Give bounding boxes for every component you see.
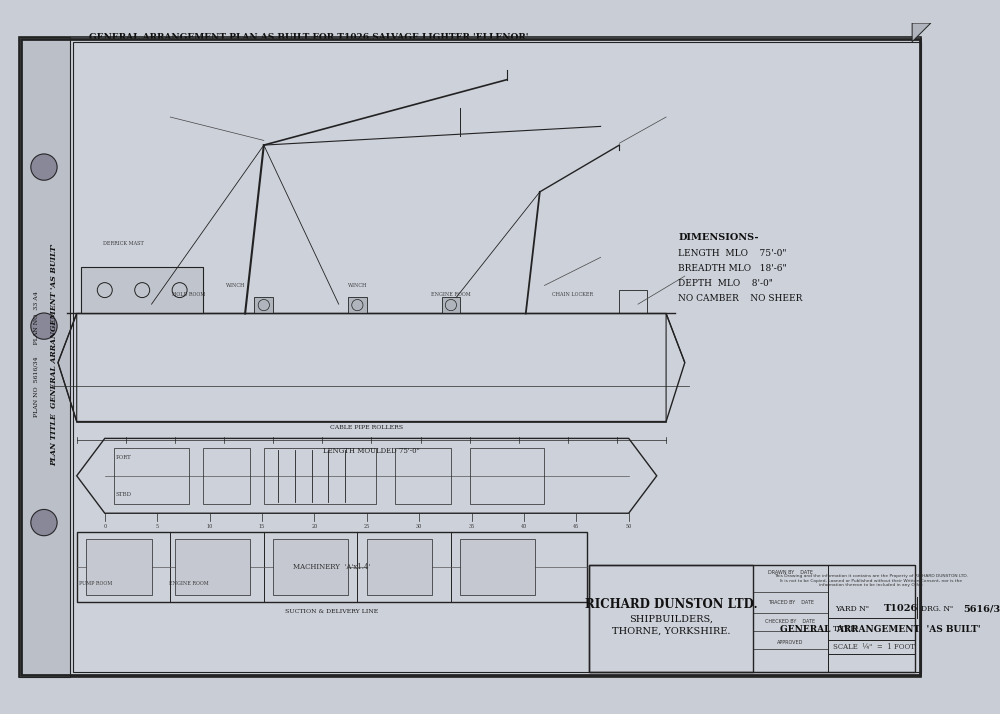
Text: TITLE-: TITLE- bbox=[833, 625, 859, 633]
Bar bbox=[589, 565, 753, 673]
Bar bbox=[203, 448, 250, 504]
Bar bbox=[273, 540, 348, 595]
Bar bbox=[114, 448, 189, 504]
Bar bbox=[395, 448, 451, 504]
Text: DRAWN BY    DATE: DRAWN BY DATE bbox=[768, 570, 813, 575]
Bar bbox=[442, 296, 460, 313]
Text: DRG. Nᵒ: DRG. Nᵒ bbox=[921, 605, 953, 613]
Bar bbox=[589, 565, 915, 673]
Circle shape bbox=[31, 313, 57, 339]
Bar bbox=[619, 290, 647, 313]
Text: RICHARD DUNSTON LTD.: RICHARD DUNSTON LTD. bbox=[585, 598, 758, 611]
Bar bbox=[828, 565, 915, 673]
Text: 15: 15 bbox=[259, 524, 265, 529]
Bar bbox=[470, 448, 544, 504]
Text: THORNE, YORKSHIRE.: THORNE, YORKSHIRE. bbox=[612, 627, 730, 635]
Text: DERRICK MAST: DERRICK MAST bbox=[103, 241, 144, 246]
Text: 5: 5 bbox=[156, 524, 159, 529]
Text: 25: 25 bbox=[364, 524, 370, 529]
Text: GENERAL  ARRANGEMENT  'AS BUILT': GENERAL ARRANGEMENT 'AS BUILT' bbox=[780, 625, 981, 634]
Text: PORT: PORT bbox=[116, 455, 131, 460]
Text: SUCTION & DELIVERY LINE: SUCTION & DELIVERY LINE bbox=[285, 609, 378, 614]
Text: PLAN NO  5616/34      PLAN NO  33 A4: PLAN NO 5616/34 PLAN NO 33 A4 bbox=[33, 291, 38, 417]
Text: WINCH: WINCH bbox=[348, 283, 367, 288]
Circle shape bbox=[31, 510, 57, 536]
Circle shape bbox=[31, 154, 57, 180]
Text: LENGTH  MLO    75'-0": LENGTH MLO 75'-0" bbox=[678, 248, 787, 258]
Bar bbox=[264, 448, 376, 504]
Text: DIMENSIONS-: DIMENSIONS- bbox=[678, 233, 759, 242]
Text: BREADTH MLO   18'-6": BREADTH MLO 18'-6" bbox=[678, 263, 787, 273]
Circle shape bbox=[258, 299, 269, 311]
Bar bbox=[367, 540, 432, 595]
Text: HOLD ROOM: HOLD ROOM bbox=[172, 292, 206, 297]
Text: PLAN TITLE  GENERAL ARRANGEMENT 'AS BUILT': PLAN TITLE GENERAL ARRANGEMENT 'AS BUILT… bbox=[50, 243, 58, 466]
Text: 50: 50 bbox=[625, 524, 632, 529]
Text: This Drawing and the information it contains are the Property of RICHARD DUNSTON: This Drawing and the information it cont… bbox=[774, 574, 968, 587]
Text: 0: 0 bbox=[103, 524, 106, 529]
Text: PUMP ROOM: PUMP ROOM bbox=[79, 581, 112, 586]
Text: SHIPBUILDERS,: SHIPBUILDERS, bbox=[629, 615, 713, 623]
Bar bbox=[86, 540, 152, 595]
Text: 35: 35 bbox=[468, 524, 475, 529]
Text: YARD Nᵒ: YARD Nᵒ bbox=[835, 605, 869, 613]
Circle shape bbox=[352, 299, 363, 311]
Text: GENERAL ARRANGEMENT PLAN AS BUILT FOR T1026 SALVAGE LIGHTER 'ELLENOR': GENERAL ARRANGEMENT PLAN AS BUILT FOR T1… bbox=[89, 34, 528, 43]
Bar bbox=[175, 540, 250, 595]
Bar bbox=[81, 267, 203, 313]
Text: ENGINE ROOM: ENGINE ROOM bbox=[169, 581, 209, 586]
Text: T1026: T1026 bbox=[884, 604, 918, 613]
Text: 45: 45 bbox=[573, 524, 579, 529]
Text: MACHINERY  'A'x1.4': MACHINERY 'A'x1.4' bbox=[293, 563, 370, 571]
Text: SCALE  ¼"  =  1 FOOT: SCALE ¼" = 1 FOOT bbox=[833, 643, 915, 651]
Text: 5616/34: 5616/34 bbox=[964, 604, 1000, 613]
Text: DEPTH  MLO    8'-0": DEPTH MLO 8'-0" bbox=[678, 278, 773, 288]
Text: ENGINE ROOM: ENGINE ROOM bbox=[431, 292, 471, 297]
Polygon shape bbox=[912, 23, 931, 41]
Text: NO CAMBER    NO SHEER: NO CAMBER NO SHEER bbox=[678, 293, 803, 303]
Text: TRACED BY    DATE: TRACED BY DATE bbox=[768, 600, 814, 605]
Text: 40: 40 bbox=[521, 524, 527, 529]
Text: CHECKED BY    DATE: CHECKED BY DATE bbox=[765, 619, 816, 624]
Text: 20: 20 bbox=[311, 524, 318, 529]
Text: LENGTH MOULDED 75'-0": LENGTH MOULDED 75'-0" bbox=[323, 448, 420, 456]
Text: APPROVED: APPROVED bbox=[777, 640, 804, 645]
Circle shape bbox=[445, 299, 457, 311]
Text: CABLE PIPE ROLLERS: CABLE PIPE ROLLERS bbox=[330, 425, 403, 430]
Bar bbox=[348, 296, 367, 313]
Bar bbox=[460, 540, 535, 595]
Bar bbox=[254, 296, 273, 313]
Bar bbox=[19, 37, 70, 677]
Text: 30: 30 bbox=[416, 524, 422, 529]
Text: CHAIN LOCKER: CHAIN LOCKER bbox=[552, 292, 593, 297]
Text: STBD: STBD bbox=[115, 492, 132, 497]
Text: WINCH: WINCH bbox=[226, 283, 245, 288]
Bar bbox=[753, 565, 828, 673]
Bar bbox=[77, 532, 587, 602]
Text: 10: 10 bbox=[206, 524, 213, 529]
